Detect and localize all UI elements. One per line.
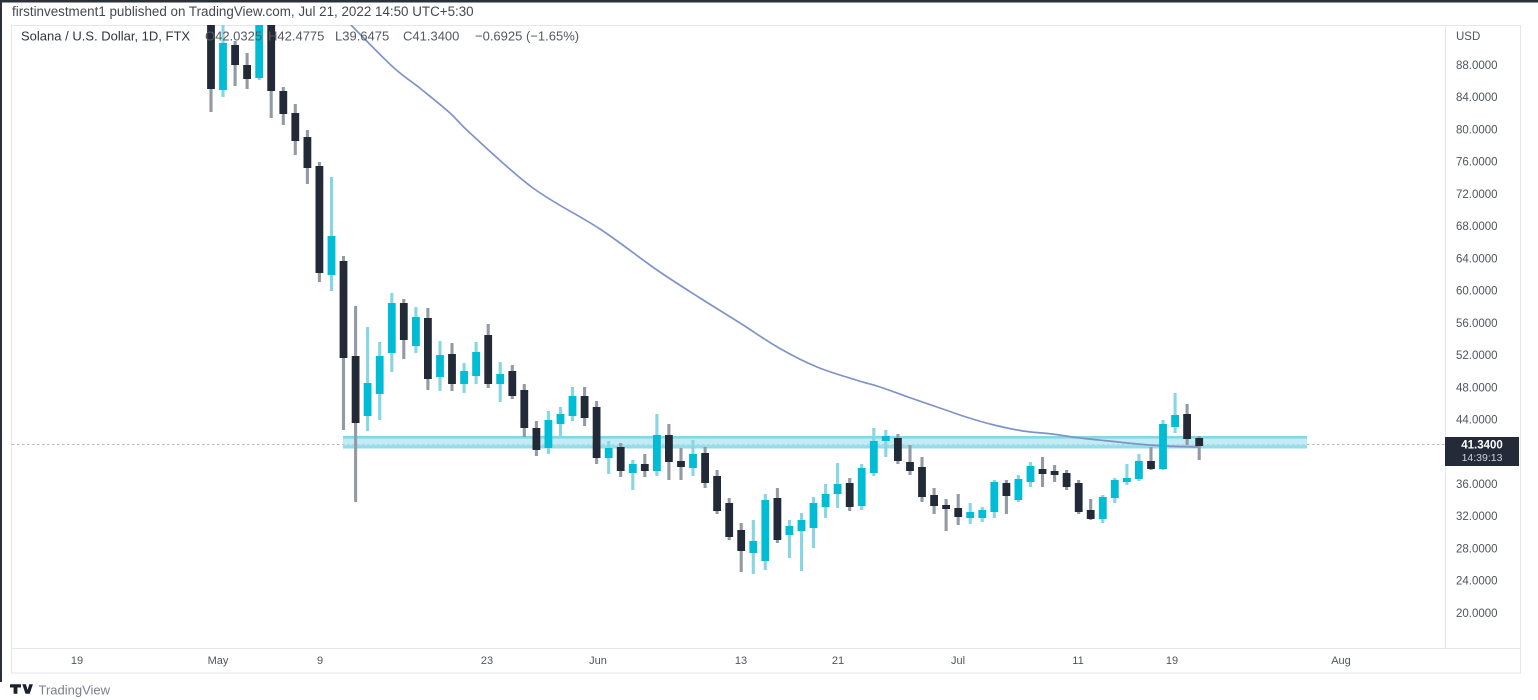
svg-text:Aug: Aug xyxy=(1331,655,1351,667)
svg-text:Jul: Jul xyxy=(951,655,965,667)
svg-text:56.0000: 56.0000 xyxy=(1456,318,1498,330)
svg-text:USD: USD xyxy=(1456,31,1480,43)
svg-text:36.0000: 36.0000 xyxy=(1456,479,1498,491)
svg-text:60.0000: 60.0000 xyxy=(1456,286,1498,298)
svg-text:48.0000: 48.0000 xyxy=(1456,382,1498,394)
svg-text:44.0000: 44.0000 xyxy=(1456,415,1498,427)
svg-text:88.0000: 88.0000 xyxy=(1456,60,1498,72)
svg-text:19: 19 xyxy=(1166,655,1178,667)
svg-text:May: May xyxy=(208,655,229,667)
svg-text:76.0000: 76.0000 xyxy=(1456,157,1498,169)
svg-text:52.0000: 52.0000 xyxy=(1456,350,1498,362)
svg-text:C41.3400: C41.3400 xyxy=(403,29,459,44)
svg-text:80.0000: 80.0000 xyxy=(1456,124,1498,136)
svg-text:firstinvestment1 published on: firstinvestment1 published on TradingVie… xyxy=(12,4,474,19)
svg-text:68.0000: 68.0000 xyxy=(1456,221,1498,233)
svg-text:13: 13 xyxy=(735,655,747,667)
svg-text:−0.6925 (−1.65%): −0.6925 (−1.65%) xyxy=(475,29,579,44)
svg-text:28.0000: 28.0000 xyxy=(1456,544,1498,556)
svg-text:H42.4775: H42.4775 xyxy=(268,29,324,44)
svg-text:72.0000: 72.0000 xyxy=(1456,189,1498,201)
svg-text:19: 19 xyxy=(71,655,83,667)
svg-text:O42.0325: O42.0325 xyxy=(205,29,262,44)
svg-text:9: 9 xyxy=(317,655,323,667)
svg-text:32.0000: 32.0000 xyxy=(1456,511,1498,523)
svg-text:20.0000: 20.0000 xyxy=(1456,608,1498,620)
svg-text:Jun: Jun xyxy=(589,655,607,667)
svg-text:Solana / U.S. Dollar, 1D, FTX: Solana / U.S. Dollar, 1D, FTX xyxy=(21,29,190,44)
svg-text:41.3400: 41.3400 xyxy=(1461,440,1503,452)
svg-text:21: 21 xyxy=(832,655,844,667)
svg-text:11: 11 xyxy=(1072,655,1083,667)
svg-text:84.0000: 84.0000 xyxy=(1456,92,1498,104)
svg-text:14:39:13: 14:39:13 xyxy=(1462,452,1503,464)
svg-text:24.0000: 24.0000 xyxy=(1456,576,1498,588)
svg-text:23: 23 xyxy=(481,655,493,667)
svg-text:64.0000: 64.0000 xyxy=(1456,253,1498,265)
svg-text:TradingView: TradingView xyxy=(39,683,111,698)
svg-text:L39.6475: L39.6475 xyxy=(335,29,389,44)
